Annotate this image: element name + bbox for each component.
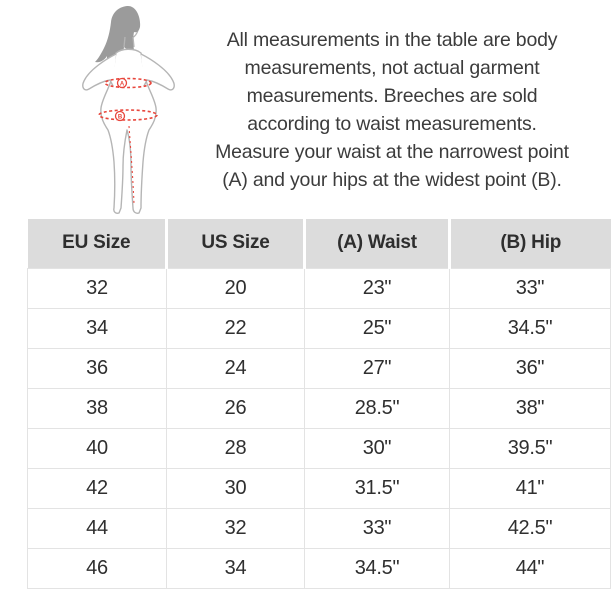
inseam-measure-line bbox=[128, 125, 135, 205]
table-cell: 27" bbox=[304, 347, 450, 389]
table-cell: 42 bbox=[27, 467, 167, 509]
table-cell: 31.5" bbox=[304, 467, 450, 509]
table-cell: 33" bbox=[304, 507, 450, 549]
table-cell: 40 bbox=[27, 427, 167, 469]
col-header-hip: (B) Hip bbox=[448, 219, 611, 268]
table-cell: 30" bbox=[304, 427, 450, 469]
table-row: 36 24 27" 36" bbox=[27, 347, 611, 389]
table-row: 32 20 23" 33" bbox=[27, 267, 611, 309]
col-header-eu-size: EU Size bbox=[27, 219, 167, 268]
hip-measure-line bbox=[98, 109, 158, 121]
table-cell: 20 bbox=[166, 267, 305, 309]
woman-silhouette-icon: A B bbox=[82, 5, 175, 214]
table-row: 38 26 28.5" 38" bbox=[27, 387, 611, 429]
table-cell: 46 bbox=[27, 547, 167, 589]
table-cell: 44 bbox=[27, 507, 167, 549]
table-header-row: EU Size US Size (A) Waist (B) Hip bbox=[27, 219, 611, 268]
table-cell: 30 bbox=[166, 467, 305, 509]
table-row: 46 34 34.5" 44" bbox=[27, 547, 611, 589]
hip-marker-label: B bbox=[118, 115, 123, 121]
table-cell: 28 bbox=[166, 427, 305, 469]
table-cell: 34 bbox=[27, 307, 167, 349]
table-cell: 33" bbox=[449, 267, 611, 309]
table-row: 40 28 30" 39.5" bbox=[27, 427, 611, 469]
table-cell: 38" bbox=[449, 387, 611, 429]
measurement-instructions: All measurements in the table are body m… bbox=[215, 29, 569, 191]
table-cell: 36 bbox=[27, 347, 167, 389]
table-cell: 44" bbox=[449, 547, 611, 589]
table-cell: 34.5" bbox=[449, 307, 611, 349]
table-row: 34 22 25" 34.5" bbox=[27, 307, 611, 349]
table-cell: 42.5" bbox=[449, 507, 611, 549]
table-cell: 26 bbox=[166, 387, 305, 429]
table-cell: 34.5" bbox=[304, 547, 450, 589]
table-cell: 39.5" bbox=[449, 427, 611, 469]
table-cell: 25" bbox=[304, 307, 450, 349]
table-row: 42 30 31.5" 41" bbox=[27, 467, 611, 509]
col-header-us-size: US Size bbox=[165, 219, 305, 268]
waist-marker-circle bbox=[116, 77, 128, 89]
body-measurement-figure: A B bbox=[73, 4, 185, 218]
waist-measure-line bbox=[104, 77, 152, 89]
table-cell: 41" bbox=[449, 467, 611, 509]
hip-marker-circle bbox=[114, 110, 126, 122]
table-cell: 36" bbox=[449, 347, 611, 389]
table-cell: 32 bbox=[166, 507, 305, 549]
table-cell: 28.5" bbox=[304, 387, 450, 429]
hair-shape bbox=[95, 5, 141, 73]
table-cell: 23" bbox=[304, 267, 450, 309]
waist-marker-label: A bbox=[120, 82, 125, 88]
col-header-waist: (A) Waist bbox=[303, 219, 450, 268]
table-cell: 38 bbox=[27, 387, 167, 429]
size-chart-table: EU Size US Size (A) Waist (B) Hip 32 20 23… bbox=[27, 219, 611, 589]
size-table-body: 32 20 23" 33" 34 22 25" 34.5" 36 24 27" 36" 38 26 28.5… bbox=[27, 267, 611, 589]
table-cell: 34 bbox=[166, 547, 305, 589]
table-cell: 32 bbox=[27, 267, 167, 309]
table-cell: 24 bbox=[166, 347, 305, 389]
table-cell: 22 bbox=[166, 307, 305, 349]
table-row: 44 32 33" 42.5" bbox=[27, 507, 611, 549]
